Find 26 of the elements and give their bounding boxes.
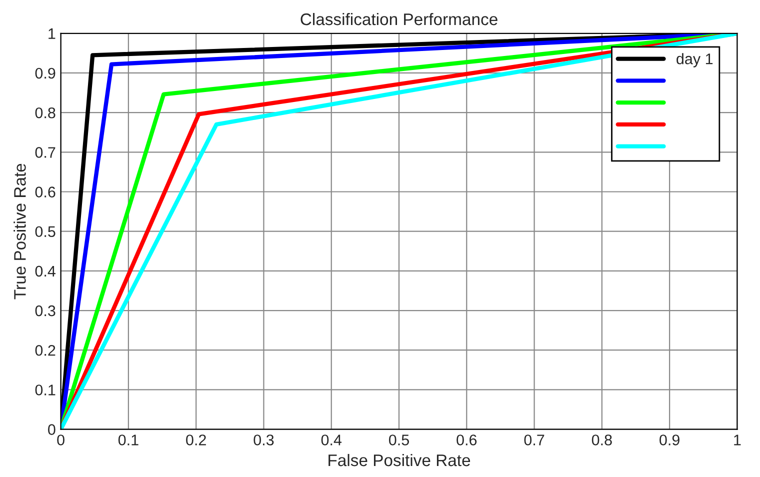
y-tick-label: 0.1: [35, 384, 56, 396]
x-tick-label: 0.4: [321, 434, 342, 446]
y-tick-label: 0.9: [35, 68, 56, 79]
y-tick-label: 0: [48, 424, 56, 435]
x-axis-title: False Positive Rate: [328, 454, 470, 466]
y-tick-label: 0.4: [35, 266, 56, 277]
x-tick-label: 0.5: [388, 434, 409, 446]
x-tick-label: 0: [57, 434, 64, 446]
y-axis-title: True Positive Rate: [14, 164, 26, 300]
y-tick-label: 0.7: [35, 147, 56, 158]
x-tick-label: 0.6: [456, 434, 477, 446]
x-tick-label: 0.9: [660, 434, 680, 446]
legend-label: day 1: [676, 53, 713, 68]
chart-title: Classification Performance: [300, 12, 498, 26]
x-tick-label: 1: [734, 434, 741, 446]
y-tick-label: 0.6: [35, 186, 56, 198]
x-tick-label: 0.2: [186, 434, 206, 446]
y-tick-label: 0.2: [35, 344, 56, 356]
x-tick-label: 0.3: [254, 434, 274, 446]
x-tick-label: 0.8: [592, 434, 612, 446]
x-tick-label: 0.7: [524, 434, 544, 446]
y-tick-label: 1: [48, 28, 56, 39]
y-tick-label: 0.8: [35, 107, 56, 118]
x-tick-label: 0.1: [118, 434, 138, 446]
y-tick-label: 0.3: [35, 305, 56, 316]
y-tick-label: 0.5: [35, 226, 56, 238]
